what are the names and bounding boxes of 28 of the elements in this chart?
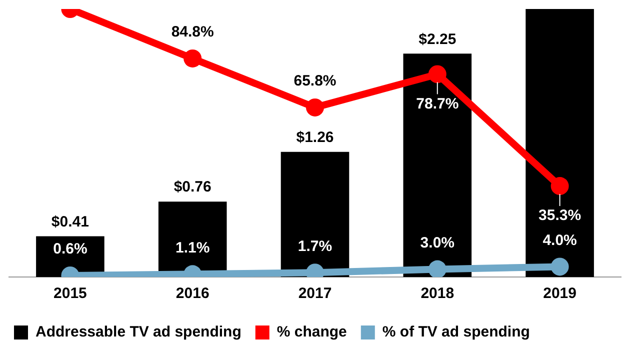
x-tick-label: 2018 <box>420 285 454 302</box>
data-label: 4.0% <box>542 232 577 249</box>
point <box>428 65 446 84</box>
data-label: 78.7% <box>416 95 459 112</box>
data-label: 3.0% <box>420 234 454 252</box>
legend-label: Addressable TV ad spending <box>36 324 242 341</box>
data-label: $2.25 <box>418 30 456 48</box>
point <box>184 49 202 68</box>
x-tick-label: 2016 <box>176 285 210 302</box>
x-tick-label: 2017 <box>298 285 332 302</box>
data-label: 84.8% <box>171 24 214 41</box>
x-tick-label: 2015 <box>54 285 87 302</box>
data-label: 35.3% <box>538 207 582 224</box>
x-tick-label: 2019 <box>543 285 576 302</box>
data-label: 0.6% <box>53 240 88 258</box>
data-label: 65.8% <box>294 72 336 90</box>
bar <box>526 9 594 277</box>
data-label: $0.76 <box>174 178 212 196</box>
legend-label: % of TV ad spending <box>382 324 530 341</box>
data-label: 1.1% <box>176 239 210 256</box>
point <box>550 177 569 196</box>
data-label: $0.41 <box>51 213 89 230</box>
bar <box>403 54 472 277</box>
data-label: $1.26 <box>296 129 334 146</box>
legend-label: % change <box>276 324 347 341</box>
bar <box>280 152 350 277</box>
data-label: 1.7% <box>298 238 332 255</box>
point <box>306 98 324 116</box>
